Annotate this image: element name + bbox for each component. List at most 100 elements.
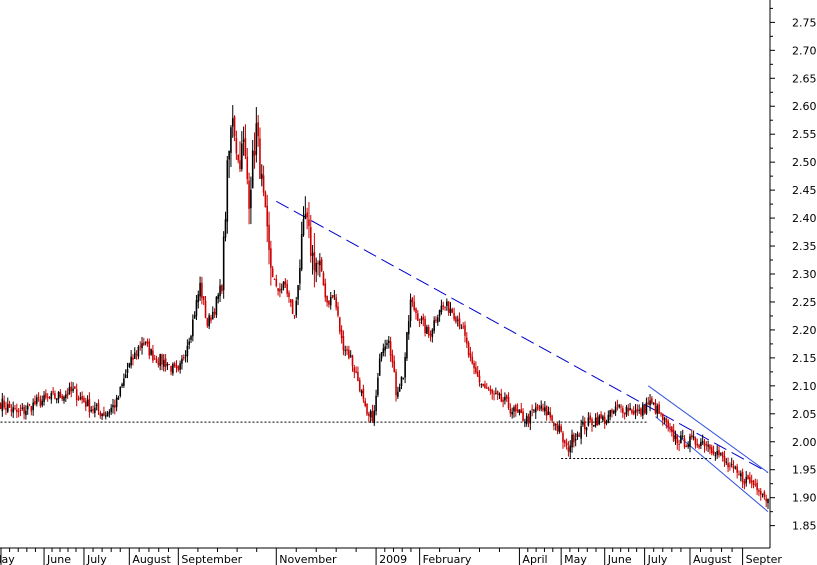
x-month-label: June (46, 553, 71, 565)
candle-down (204, 300, 207, 318)
candle-down (620, 406, 622, 408)
x-month-label: July (647, 553, 668, 565)
x-month-label: September (181, 553, 242, 565)
x-month-label: Septer (746, 553, 783, 565)
candle-up (192, 319, 194, 337)
y-tick-label: 2.55 (792, 128, 817, 141)
candle-down (640, 408, 642, 415)
candle-down (603, 416, 606, 424)
candle-down (451, 309, 454, 313)
candle-up (242, 139, 245, 142)
candle-up (375, 395, 377, 412)
candle-down (505, 395, 508, 399)
candle-up (162, 360, 165, 367)
candle-up (426, 326, 428, 334)
candle-down (358, 380, 361, 392)
y-tick-label: 2.65 (792, 72, 817, 85)
y-tick-label: 2.20 (792, 324, 817, 337)
candle-down (161, 354, 163, 365)
x-month-label: 2009 (379, 553, 407, 565)
candle-down (175, 365, 178, 368)
candle-down (148, 341, 151, 356)
candle-down (696, 443, 699, 446)
candle-up (79, 397, 82, 400)
candle-up (304, 214, 307, 219)
candle-up (41, 400, 44, 406)
candle-down (340, 329, 343, 339)
candle-down (685, 446, 688, 448)
candle-down (92, 409, 94, 411)
candle-up (730, 463, 733, 465)
candle-up (460, 327, 463, 329)
candle-up (137, 347, 140, 357)
candle-down (342, 336, 345, 351)
candle-down (678, 444, 680, 445)
candle-down (48, 397, 51, 398)
candle-down (270, 248, 272, 268)
candle-down (170, 366, 172, 372)
candle-up (638, 409, 640, 411)
candle-down (471, 356, 474, 364)
y-tick-label: 1.95 (792, 464, 817, 477)
candle-up (701, 441, 704, 443)
candle-down (164, 358, 167, 368)
y-tick-label: 2.45 (792, 184, 817, 197)
candle-down (759, 490, 762, 495)
candle-up (349, 355, 352, 357)
candle-down (466, 337, 468, 344)
candle-up (117, 397, 120, 400)
candle-down (262, 175, 265, 193)
x-month-label: February (423, 553, 472, 565)
candle-down (462, 326, 464, 328)
candle-down (391, 354, 394, 363)
candle-up (63, 396, 65, 401)
candle-down (703, 442, 706, 447)
candle-down (671, 426, 673, 432)
candle-down (669, 426, 671, 428)
candle-down (143, 342, 145, 345)
candle-up (594, 417, 597, 426)
candle-up (449, 308, 452, 314)
candle-down (551, 415, 553, 421)
candle-down (738, 474, 740, 476)
candle-up (1, 398, 4, 411)
candle-down (221, 285, 223, 292)
candle-down (81, 395, 83, 400)
y-tick-label: 1.90 (792, 492, 817, 505)
candle-up (344, 350, 347, 352)
x-axis: May June July August September November 2009 Fe… (0, 548, 782, 565)
candle-down (46, 397, 49, 398)
candle-up (614, 406, 617, 413)
candle-down (34, 400, 36, 405)
candle-down (516, 409, 519, 412)
candle-down (647, 402, 650, 404)
candle-down (99, 412, 102, 416)
candle-up (533, 410, 535, 412)
y-tick-label: 2.60 (792, 100, 817, 113)
candle-down (244, 137, 247, 157)
candle-down (522, 411, 524, 422)
candle-down (651, 398, 653, 404)
candle-down (59, 392, 62, 398)
candle-down (485, 387, 488, 389)
candle-down (660, 412, 662, 414)
candle-up (360, 390, 363, 394)
candle-up (126, 369, 129, 373)
candle-up (674, 435, 677, 439)
candle-up (400, 376, 403, 386)
candle-down (357, 371, 359, 382)
candle-down (308, 219, 310, 226)
candle-down (284, 281, 287, 285)
candle-up (208, 315, 210, 327)
candle-down (70, 386, 73, 392)
candle-up (282, 281, 285, 289)
candle-down (54, 393, 56, 399)
candle-down (583, 421, 586, 430)
candle-up (297, 285, 299, 300)
candle-down (520, 409, 523, 414)
candle-down (173, 363, 176, 367)
candle-down (447, 301, 450, 313)
candle-up (397, 391, 399, 397)
candle-down (723, 456, 726, 462)
candle-down (8, 403, 11, 408)
